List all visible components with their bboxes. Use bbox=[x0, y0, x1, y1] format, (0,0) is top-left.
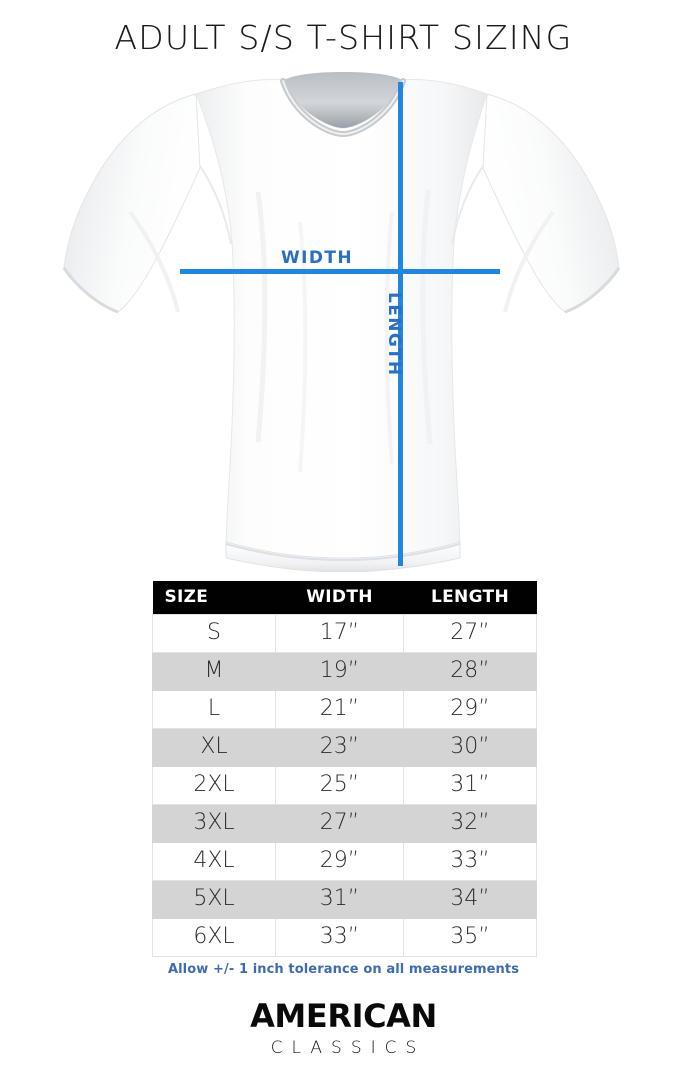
cell-size: S bbox=[152, 614, 276, 653]
cell-length: 31” bbox=[403, 766, 537, 805]
cell-size: 6XL bbox=[152, 918, 276, 957]
tshirt-illustration bbox=[0, 72, 687, 572]
tolerance-note: Allow +/- 1 inch tolerance on all measur… bbox=[167, 962, 520, 977]
cell-width: 31” bbox=[275, 880, 404, 919]
cell-size: L bbox=[152, 690, 276, 729]
cell-size: 4XL bbox=[152, 842, 276, 881]
logo-secondary-text: CLASSICS bbox=[270, 1038, 426, 1058]
column-header-length: LENGTH bbox=[403, 581, 537, 615]
cell-size: 5XL bbox=[152, 880, 276, 919]
table-row: 4XL 29” 33” bbox=[152, 842, 537, 881]
cell-width: 33” bbox=[275, 918, 404, 957]
cell-length: 33” bbox=[403, 842, 537, 881]
width-label: WIDTH bbox=[281, 248, 354, 268]
table-row: 2XL 25” 31” bbox=[152, 766, 537, 805]
cell-length: 30” bbox=[403, 728, 537, 767]
cell-length: 35” bbox=[403, 918, 537, 957]
page-title: ADULT S/S T-SHIRT SIZING bbox=[114, 18, 573, 57]
brand-logo: AMERICAN CLASSICS bbox=[0, 1000, 687, 1058]
cell-size: 3XL bbox=[152, 804, 276, 843]
cell-size: XL bbox=[152, 728, 276, 767]
tshirt-graphic bbox=[62, 72, 621, 572]
table-row: 5XL 31” 34” bbox=[152, 880, 537, 919]
table-header-row: SIZE WIDTH LENGTH bbox=[152, 581, 537, 615]
cell-size: M bbox=[152, 652, 276, 691]
cell-length: 32” bbox=[403, 804, 537, 843]
table-row: M 19” 28” bbox=[152, 652, 537, 691]
logo-primary-text: AMERICAN bbox=[250, 997, 437, 1035]
cell-width: 27” bbox=[275, 804, 404, 843]
cell-length: 29” bbox=[403, 690, 537, 729]
table-row: L 21” 29” bbox=[152, 690, 537, 729]
column-header-width: WIDTH bbox=[275, 581, 404, 615]
cell-size: 2XL bbox=[152, 766, 276, 805]
cell-width: 19” bbox=[275, 652, 404, 691]
cell-width: 17” bbox=[275, 614, 404, 653]
column-header-size: SIZE bbox=[152, 581, 276, 615]
size-table-body: S 17” 27” M 19” 28” L 21” 29” XL 23” 30”… bbox=[152, 614, 537, 957]
cell-width: 25” bbox=[275, 766, 404, 805]
cell-width: 21” bbox=[275, 690, 404, 729]
cell-width: 29” bbox=[275, 842, 404, 881]
cell-length: 28” bbox=[403, 652, 537, 691]
cell-length: 27” bbox=[403, 614, 537, 653]
table-row: 3XL 27” 32” bbox=[152, 804, 537, 843]
size-table: SIZE WIDTH LENGTH S 17” 27” M 19” 28” L … bbox=[152, 581, 537, 957]
length-measure-line bbox=[398, 82, 403, 566]
table-row: 6XL 33” 35” bbox=[152, 918, 537, 957]
width-measure-line bbox=[180, 269, 500, 274]
length-label: LENGTH bbox=[384, 292, 404, 377]
cell-width: 23” bbox=[275, 728, 404, 767]
table-row: XL 23” 30” bbox=[152, 728, 537, 767]
table-row: S 17” 27” bbox=[152, 614, 537, 653]
cell-length: 34” bbox=[403, 880, 537, 919]
